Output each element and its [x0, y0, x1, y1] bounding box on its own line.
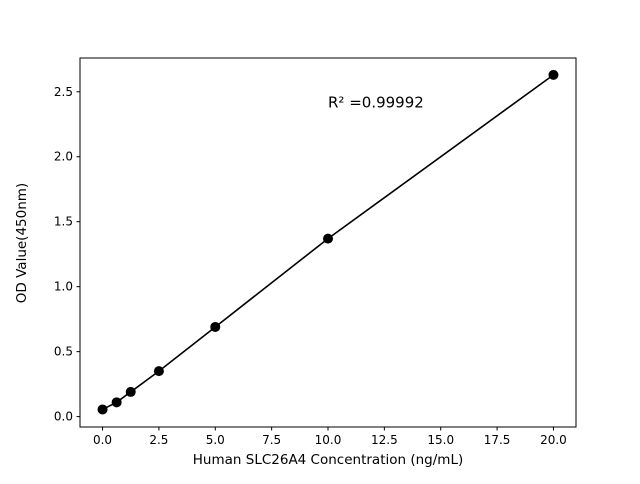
x-tick-label: 0.0 [93, 433, 112, 447]
data-point-marker [97, 404, 108, 415]
data-point-marker [153, 366, 164, 377]
x-axis-label: Human SLC26A4 Concentration (ng/mL) [193, 452, 463, 468]
x-tick-label: 15.0 [427, 433, 454, 447]
data-point-marker [111, 397, 122, 408]
x-tick-label: 5.0 [206, 433, 225, 447]
plot-layer: 0.0 2.5 5.0 7.5 10.0 12.5 15.0 17.5 20.0 0.0 0.5 1.… [54, 57, 577, 447]
y-tick-label: 1.5 [54, 215, 73, 229]
data-point-marker [210, 321, 221, 332]
x-tick-label: 20.0 [540, 433, 567, 447]
x-tick-label: 2.5 [149, 433, 168, 447]
x-tick-label: 7.5 [262, 433, 281, 447]
y-tick-label: 0.0 [54, 410, 73, 424]
y-axis-label: OD Value(450nm) [14, 183, 30, 303]
x-tick-label: 17.5 [484, 433, 511, 447]
y-tick-label: 1.0 [54, 280, 73, 294]
x-tick-label: 10.0 [315, 433, 342, 447]
y-tick-label: 2.0 [54, 150, 73, 164]
y-tick-label: 0.5 [54, 345, 73, 359]
data-point-marker [323, 233, 333, 244]
r-squared-annotation: R² =0.99992 [328, 93, 424, 111]
data-point-marker [548, 69, 559, 80]
y-tick-label: 2.5 [54, 85, 73, 99]
data-point-marker [125, 386, 136, 397]
x-tick-label: 12.5 [371, 433, 398, 447]
